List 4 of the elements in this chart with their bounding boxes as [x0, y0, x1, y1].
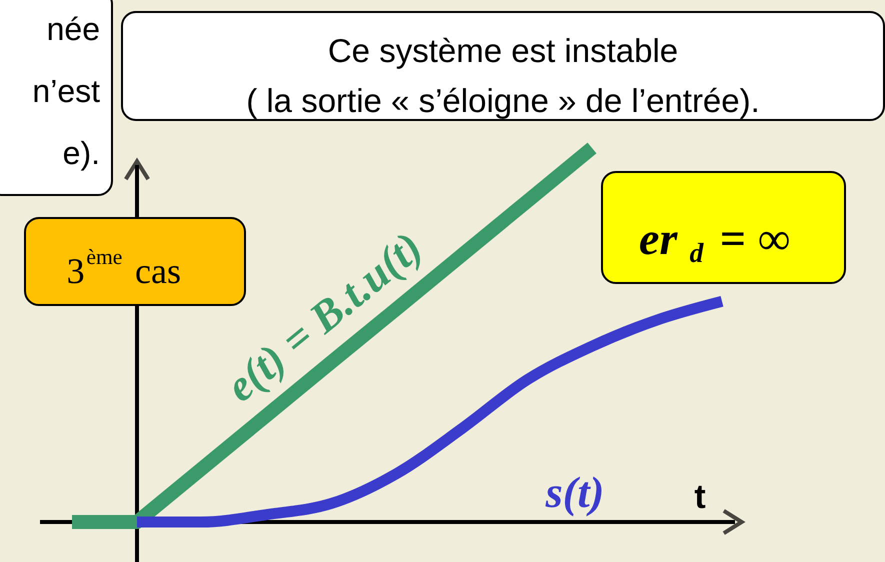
- x-axis-title: t: [694, 478, 706, 516]
- annotation: née n’est e).: [32, 11, 100, 171]
- series-label: s(t): [544, 468, 604, 517]
- text: Ce système est instable ( la sortie « s’éloigne » de l’entrée).: [246, 32, 760, 119]
